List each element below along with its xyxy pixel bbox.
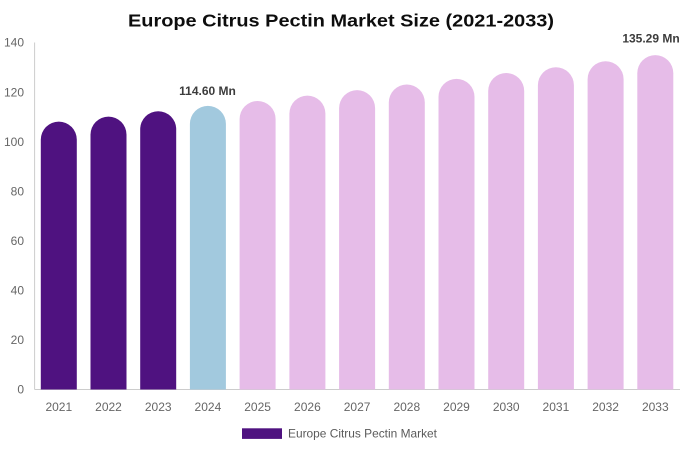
svg-text:2030: 2030 — [493, 400, 520, 414]
svg-text:140: 140 — [4, 36, 24, 50]
svg-text:2021: 2021 — [45, 400, 72, 414]
svg-text:2028: 2028 — [393, 400, 420, 414]
svg-text:100: 100 — [4, 135, 24, 149]
svg-text:135.29 Mn: 135.29 Mn — [622, 32, 679, 46]
svg-text:2023: 2023 — [145, 400, 172, 414]
svg-text:2031: 2031 — [543, 400, 570, 414]
svg-text:2025: 2025 — [244, 400, 271, 414]
svg-text:2024: 2024 — [195, 400, 222, 414]
svg-text:2033: 2033 — [642, 400, 669, 414]
svg-text:2026: 2026 — [294, 400, 321, 414]
svg-text:2032: 2032 — [592, 400, 619, 414]
svg-text:Europe Citrus Pectin Market Si: Europe Citrus Pectin Market Size (2021-2… — [128, 11, 554, 31]
svg-text:2027: 2027 — [344, 400, 371, 414]
svg-text:40: 40 — [11, 284, 25, 298]
svg-text:Europe Citrus Pectin Market: Europe Citrus Pectin Market — [288, 427, 438, 441]
svg-text:0: 0 — [17, 383, 24, 397]
svg-text:60: 60 — [11, 234, 25, 248]
svg-text:80: 80 — [11, 184, 25, 198]
svg-text:2029: 2029 — [443, 400, 470, 414]
svg-text:114.60 Mn: 114.60 Mn — [179, 84, 236, 98]
svg-text:2022: 2022 — [95, 400, 122, 414]
svg-text:120: 120 — [4, 85, 24, 99]
svg-text:20: 20 — [11, 333, 25, 347]
